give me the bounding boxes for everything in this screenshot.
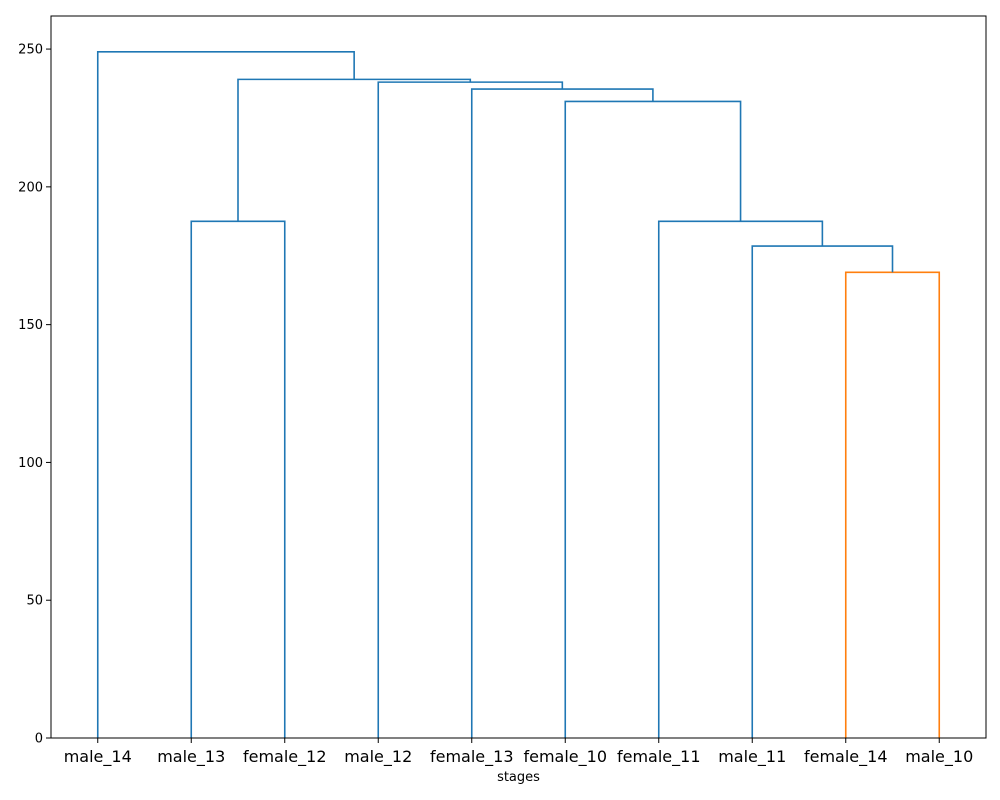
- plot-frame: [50, 15, 987, 739]
- x-tick-label-male-10: male_10: [905, 747, 973, 767]
- links-layer: [96, 51, 941, 738]
- x-tick-label-female-12: female_12: [243, 747, 327, 767]
- dendrogram-link-5: [564, 100, 742, 738]
- x-tick-label-female-14: female_14: [804, 747, 888, 767]
- y-tick-label: 0: [35, 732, 43, 747]
- x-tick-label-female-13: female_13: [430, 747, 514, 767]
- y-tick-label: 100: [18, 456, 43, 471]
- x-tick-label-male-14: male_14: [64, 747, 132, 767]
- x-tick-label-male-13: male_13: [157, 747, 225, 767]
- y-tick-label: 150: [18, 318, 43, 333]
- dendrogram-link-3: [657, 220, 824, 738]
- y-tick-label: 250: [18, 43, 43, 58]
- dendrogram-link-8: [237, 78, 472, 222]
- dendrogram-link-4: [190, 220, 286, 738]
- x-axis: male_14 male_13 female_12 male_12 female_13 f…: [64, 738, 973, 767]
- dendrogram-link-2: [751, 245, 894, 738]
- dendrogram-link-6: [470, 88, 654, 738]
- x-tick-label-female-11: female_11: [617, 747, 701, 767]
- x-tick-label-male-11: male_11: [718, 747, 786, 767]
- y-tick-label: 200: [18, 180, 43, 195]
- x-tick-label-female-10: female_10: [523, 747, 607, 767]
- dendrogram-link-9: [96, 51, 355, 738]
- x-axis-label: stages: [497, 770, 540, 785]
- y-tick-label: 50: [26, 594, 43, 609]
- y-axis: 0 50 100 150 200 250: [18, 43, 51, 747]
- x-tick-label-male-12: male_12: [344, 747, 412, 767]
- dendrogram-link-7: [377, 81, 564, 738]
- dendrogram-link-1: [844, 271, 941, 738]
